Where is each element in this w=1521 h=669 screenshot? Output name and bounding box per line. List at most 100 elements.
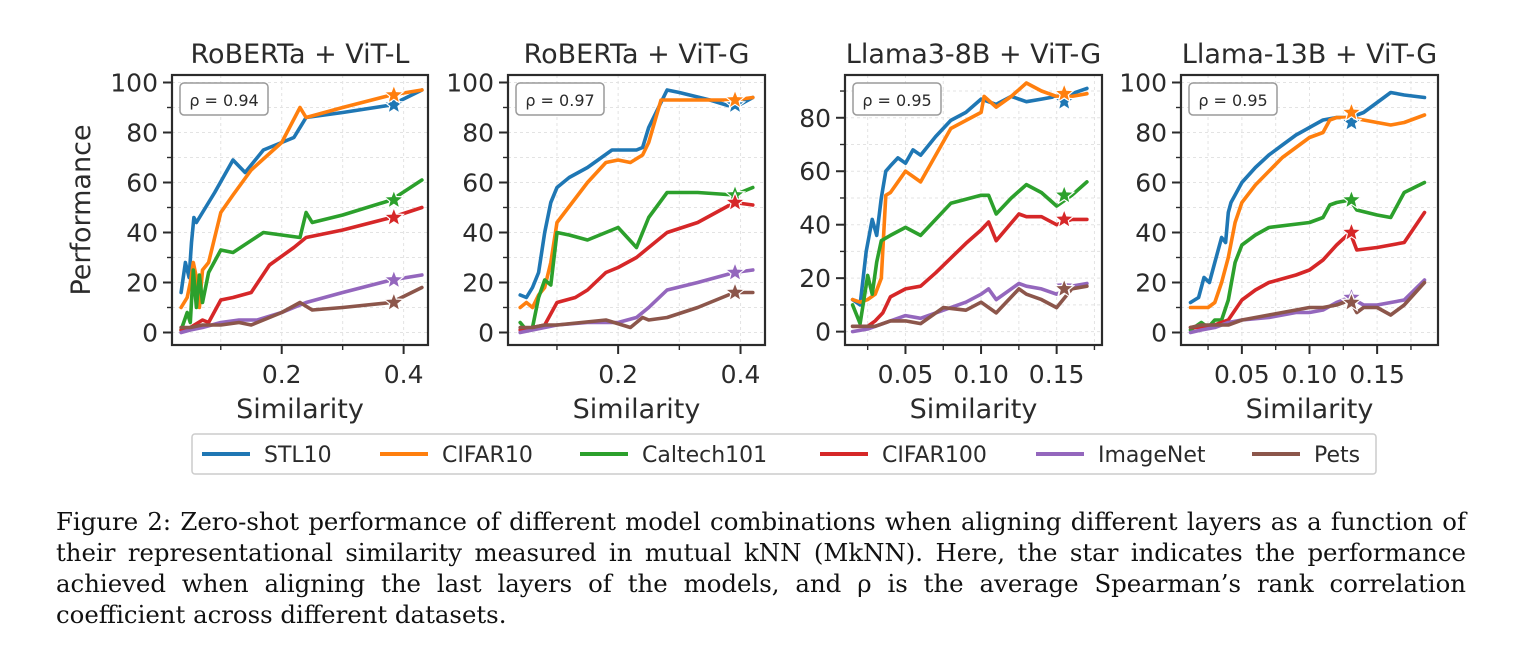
plot-frame xyxy=(843,73,1104,347)
series-line-caltech101 xyxy=(1188,180,1427,332)
y-axis-label: Performance xyxy=(66,124,97,295)
series-line-imagenet xyxy=(518,268,755,335)
series-line-pets xyxy=(179,285,424,330)
y-tick-label: 80 xyxy=(799,104,831,133)
panel-title: Llama-13B + ViT-G xyxy=(1182,39,1437,70)
y-tick-label: 80 xyxy=(126,119,158,148)
legend-label: STL10 xyxy=(264,443,332,468)
y-tick-label: 0 xyxy=(815,318,831,347)
series-line-caltech101 xyxy=(179,178,424,332)
series-line-cifar100 xyxy=(1188,210,1427,330)
x-axis-label: Similarity xyxy=(236,394,364,425)
y-tick-label: 20 xyxy=(462,269,494,298)
legend-item-pets: Pets xyxy=(1252,443,1360,468)
chart-panel-2: 0 20 40 60 80 100 0.2 0.4 RoBERTa + ViT-G Similar… xyxy=(446,39,767,425)
rho-text: ρ = 0.95 xyxy=(862,91,931,110)
star-marker-cifar10 xyxy=(1340,100,1363,122)
y-tick-label: 0 xyxy=(142,319,158,348)
y-tick-label: 80 xyxy=(462,119,494,148)
y-tick-label: 40 xyxy=(462,219,494,248)
x-tick-label: 0.05 xyxy=(878,360,934,389)
rho-box xyxy=(852,82,942,116)
legend-label: CIFAR100 xyxy=(882,443,987,468)
star-marker-cifar100 xyxy=(1340,220,1363,242)
grid xyxy=(845,75,1102,345)
x-tick-label: 0.10 xyxy=(1282,360,1338,389)
legend-item-caltech101: Caltech101 xyxy=(580,443,767,468)
legend-label: Caltech101 xyxy=(642,443,767,468)
y-tick-label: 40 xyxy=(799,211,831,240)
series-line-pets xyxy=(518,290,755,330)
series-line-caltech101 xyxy=(518,185,755,332)
series-line-cifar10 xyxy=(850,81,1089,305)
star-marker-pets xyxy=(1340,290,1363,312)
y-tick-label: 40 xyxy=(126,219,158,248)
panel-title: RoBERTa + ViT-L xyxy=(191,39,410,70)
series-line-stl10 xyxy=(850,86,1089,307)
star-marker-stl10 xyxy=(1340,110,1363,132)
star-marker-pets xyxy=(1053,277,1076,299)
rho-annotation: ρ = 0.97 xyxy=(515,82,605,116)
rho-annotation: ρ = 0.94 xyxy=(179,82,269,116)
x-axis-label: Similarity xyxy=(910,394,1038,425)
y-tick-label: 100 xyxy=(446,69,494,98)
legend-label: ImageNet xyxy=(1098,443,1206,468)
panel-title: Llama3-8B + ViT-G xyxy=(846,39,1101,70)
y-tick-label: 80 xyxy=(1135,119,1167,148)
legend-box xyxy=(191,433,1377,475)
x-tick-label: 0.4 xyxy=(721,360,761,389)
figure-caption: Figure 2: Zero-shot performance of diffe… xyxy=(56,507,1466,629)
x-tick-label: 0.05 xyxy=(1214,360,1270,389)
star-marker-cifar100 xyxy=(723,190,747,212)
y-tick-label: 60 xyxy=(1135,169,1167,198)
legend-item-cifar10: CIFAR10 xyxy=(380,443,533,468)
x-axis-label: Similarity xyxy=(1246,394,1374,425)
series-line-cifar100 xyxy=(850,212,1089,329)
star-marker-caltech101 xyxy=(382,188,405,210)
x-tick-label: 0.2 xyxy=(598,360,638,389)
x-tick-label: 0.4 xyxy=(384,360,424,389)
panel-title: RoBERTa + ViT-G xyxy=(524,39,750,70)
y-tick-label: 60 xyxy=(126,169,158,198)
y-tick-label: 40 xyxy=(1135,219,1167,248)
rho-box xyxy=(1188,82,1278,116)
y-tick-label: 0 xyxy=(1151,319,1167,348)
star-marker-cifar10 xyxy=(1053,82,1076,104)
rho-box xyxy=(515,82,605,116)
star-marker-caltech101 xyxy=(1053,183,1076,205)
legend-item-imagenet: ImageNet xyxy=(1036,443,1206,468)
star-marker-imagenet xyxy=(382,268,405,290)
x-axis-label: Similarity xyxy=(573,394,701,425)
series-line-pets xyxy=(1188,280,1427,330)
star-marker-stl10 xyxy=(382,93,405,115)
y-tick-label: 20 xyxy=(1135,269,1167,298)
star-marker-pets xyxy=(723,280,747,302)
y-tick-label: 20 xyxy=(126,269,158,298)
star-marker-cifar100 xyxy=(1053,207,1076,229)
series-line-cifar100 xyxy=(518,200,755,332)
rho-text: ρ = 0.94 xyxy=(189,91,258,110)
y-tick-label: 0 xyxy=(478,319,494,348)
series-line-pets xyxy=(850,284,1089,329)
star-marker-pets xyxy=(382,290,405,312)
series-line-cifar100 xyxy=(179,205,424,332)
rho-box xyxy=(179,82,269,116)
y-tick-label: 100 xyxy=(110,69,158,98)
x-tick-label: 0.15 xyxy=(1029,360,1085,389)
series-line-caltech101 xyxy=(850,180,1089,326)
x-tick-label: 0.15 xyxy=(1349,360,1405,389)
star-marker-stl10 xyxy=(1053,90,1076,112)
series-line-stl10 xyxy=(518,88,755,300)
legend-item-cifar100: CIFAR100 xyxy=(820,443,987,468)
figure: 0 20 40 60 80 100 0.2 0.4 RoBERTa + ViT-L Similar… xyxy=(66,39,1440,475)
rho-text: ρ = 0.95 xyxy=(1198,91,1267,110)
y-tick-label: 60 xyxy=(462,169,494,198)
rho-text: ρ = 0.97 xyxy=(525,91,594,110)
legend-label: CIFAR10 xyxy=(442,443,533,468)
star-marker-cifar100 xyxy=(382,205,405,227)
x-tick-label: 0.10 xyxy=(953,360,1009,389)
series-line-cifar10 xyxy=(1188,113,1427,310)
rho-annotation: ρ = 0.95 xyxy=(852,82,942,116)
chart-panel-4: 0 20 40 60 80 100 0.05 0.10 0.15 Llama-13B + ViT-… xyxy=(1119,39,1440,425)
y-tick-label: 20 xyxy=(799,264,831,293)
